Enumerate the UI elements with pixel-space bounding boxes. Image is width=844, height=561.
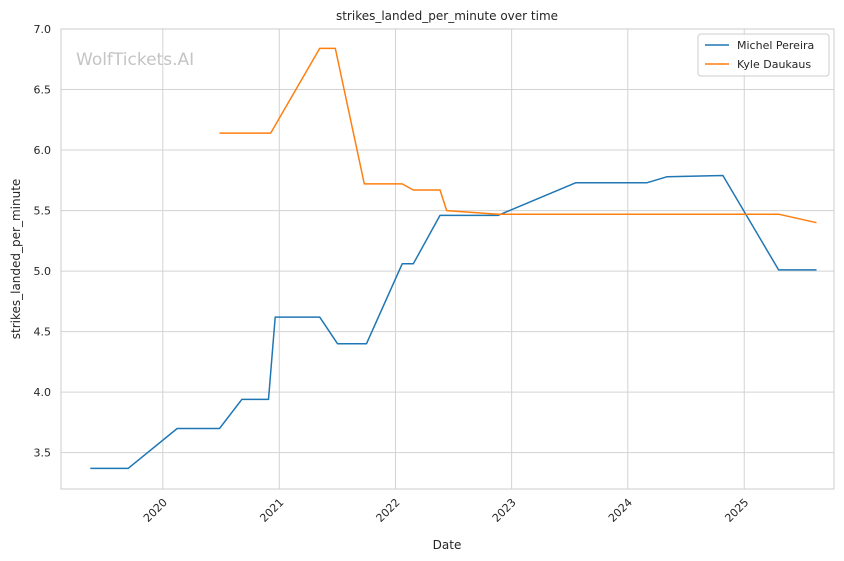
x-tick-label: 2025 (722, 496, 751, 525)
y-tick-label: 5.5 (34, 205, 52, 218)
y-tick-label: 4.5 (34, 326, 52, 339)
x-tick-label: 2024 (606, 496, 635, 525)
y-tick-label: 3.5 (34, 447, 52, 460)
x-tick-label: 2023 (490, 496, 519, 525)
x-tick-label: 2020 (141, 496, 170, 525)
y-tick-label: 6.5 (34, 84, 52, 97)
watermark: WolfTickets.AI (76, 50, 194, 70)
y-tick-label: 6.0 (34, 144, 52, 157)
x-tick-label: 2022 (374, 496, 403, 525)
chart-title: strikes_landed_per_minute over time (336, 9, 558, 23)
series-line-kyle-daukaus (219, 47, 817, 224)
y-tick-label: 4.0 (34, 386, 52, 399)
x-axis-label: Date (433, 538, 462, 552)
y-tick-label: 5.0 (34, 265, 52, 278)
grid (61, 28, 834, 489)
tick-labels: 3.5 4.0 4.5 5.0 5.5 6.0 6.5 7.0 2020 2021 2022 2023… (34, 23, 752, 525)
y-tick-label: 7.0 (34, 23, 52, 36)
y-axis-label: strikes_landed_per_minute (9, 179, 23, 340)
legend-label-kyle-daukaus: Kyle Daukaus (737, 58, 811, 71)
legend: Michel Pereira Kyle Daukaus (697, 33, 830, 77)
legend-label-michel-pereira: Michel Pereira (737, 39, 814, 52)
legend-box (697, 33, 830, 77)
series-line-michel-pereira (90, 174, 817, 470)
x-tick-label: 2021 (257, 496, 286, 525)
series-lines (90, 47, 817, 470)
plot-frame (60, 28, 835, 490)
